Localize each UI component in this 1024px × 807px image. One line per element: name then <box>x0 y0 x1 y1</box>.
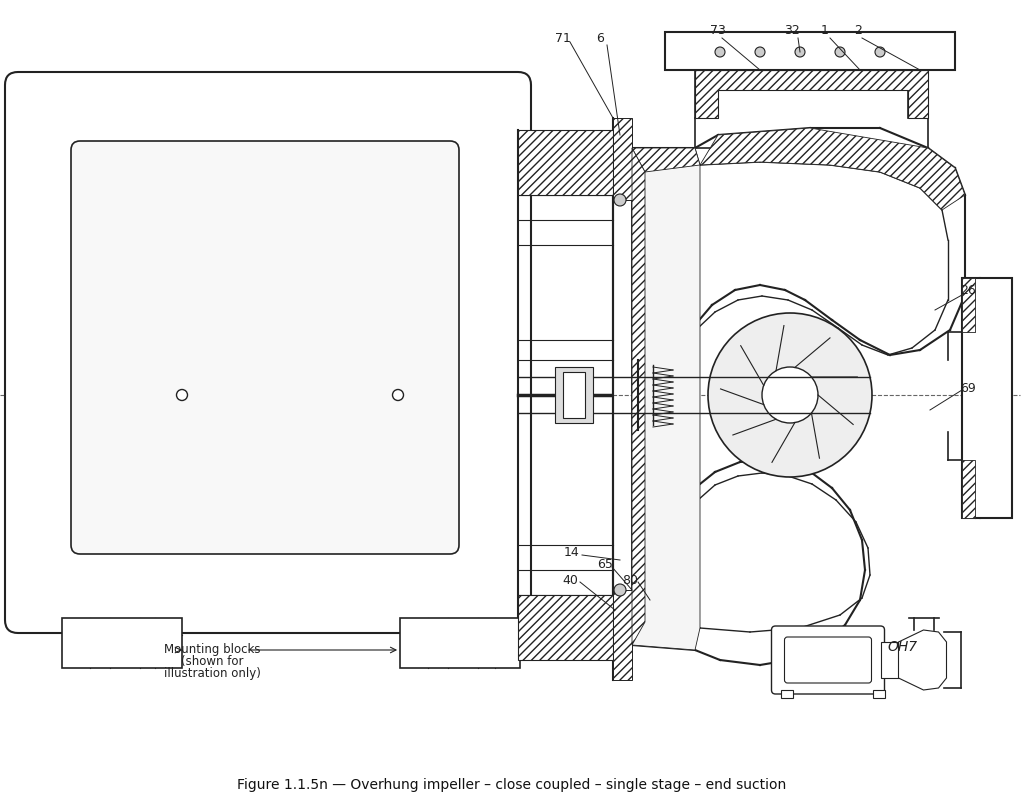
Circle shape <box>614 194 626 206</box>
Polygon shape <box>962 460 975 518</box>
Circle shape <box>762 367 818 423</box>
Text: illustration only): illustration only) <box>164 667 260 680</box>
Bar <box>555 367 593 423</box>
Text: 14: 14 <box>564 546 580 558</box>
Polygon shape <box>632 148 700 172</box>
Text: OH7: OH7 <box>887 640 918 654</box>
FancyBboxPatch shape <box>784 637 871 683</box>
Circle shape <box>614 584 626 596</box>
FancyBboxPatch shape <box>71 141 459 554</box>
Circle shape <box>715 47 725 57</box>
Text: 40: 40 <box>562 574 578 587</box>
Circle shape <box>795 47 805 57</box>
Text: Mounting blocks: Mounting blocks <box>164 643 260 657</box>
Circle shape <box>755 47 765 57</box>
Circle shape <box>874 47 885 57</box>
Text: 26: 26 <box>961 283 976 296</box>
Circle shape <box>835 47 845 57</box>
Text: 80: 80 <box>622 574 638 587</box>
Bar <box>962 278 1012 518</box>
Text: 71: 71 <box>555 31 571 44</box>
Bar <box>400 618 520 668</box>
Circle shape <box>392 390 403 400</box>
Polygon shape <box>518 595 613 660</box>
Circle shape <box>176 390 187 400</box>
FancyBboxPatch shape <box>771 626 885 694</box>
Text: 6: 6 <box>596 31 604 44</box>
Bar <box>665 32 955 70</box>
Polygon shape <box>613 118 632 200</box>
Polygon shape <box>518 130 613 195</box>
Text: 69: 69 <box>961 382 976 395</box>
Text: 2: 2 <box>854 23 862 36</box>
Text: (shown for: (shown for <box>181 655 244 668</box>
Polygon shape <box>700 128 965 210</box>
Polygon shape <box>613 590 632 680</box>
Text: Figure 1.1.5n — Overhung impeller – close coupled – single stage – end suction: Figure 1.1.5n — Overhung impeller – clos… <box>238 778 786 792</box>
FancyBboxPatch shape <box>5 72 531 633</box>
Circle shape <box>708 313 872 477</box>
Bar <box>872 690 885 698</box>
Polygon shape <box>632 148 645 645</box>
Text: 73: 73 <box>710 23 726 36</box>
Bar <box>563 372 585 418</box>
Polygon shape <box>962 278 975 332</box>
Bar <box>881 642 898 678</box>
Bar <box>62 618 182 668</box>
Polygon shape <box>898 630 946 690</box>
Polygon shape <box>695 70 928 118</box>
Polygon shape <box>632 148 700 650</box>
Text: 32: 32 <box>784 23 800 36</box>
Text: 65: 65 <box>597 558 613 571</box>
Text: 1: 1 <box>821 23 829 36</box>
Bar <box>780 690 793 698</box>
